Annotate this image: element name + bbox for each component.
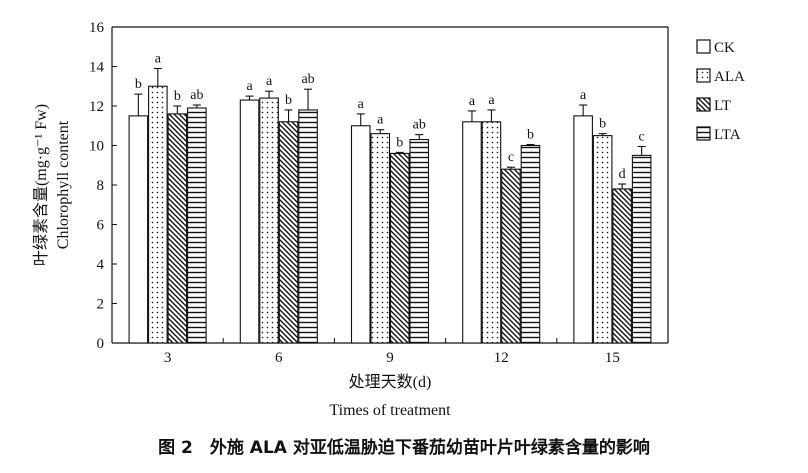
x-tick-label: 15: [605, 350, 620, 366]
y-tick-label: 6: [97, 218, 105, 234]
legend-swatch-lt: [696, 97, 711, 112]
x-tick-label: 3: [164, 350, 172, 366]
y-tick-label: 14: [89, 60, 105, 76]
significance-letter: ab: [190, 88, 203, 103]
bar-lta: [187, 107, 207, 344]
bar-lta: [520, 144, 541, 344]
bar-ala: [481, 121, 502, 344]
y-tick-label: 0: [97, 336, 105, 352]
significance-letter: b: [527, 128, 534, 143]
significance-letter: a: [488, 93, 495, 108]
y-axis-title-en: Chlorophyll content: [55, 120, 72, 249]
x-tick-label: 9: [386, 350, 394, 366]
significance-letter: b: [599, 117, 606, 132]
y-ticks: 0 2 4 6 8 10 12 14 16: [89, 20, 117, 352]
legend-label-lt: LT: [714, 98, 731, 114]
significance-letter: b: [174, 89, 181, 104]
bar-lta: [298, 109, 318, 344]
significance-letter: d: [619, 167, 626, 182]
significance-letter: b: [396, 135, 403, 150]
x-tick-label: 12: [494, 350, 509, 366]
bar-lta: [631, 154, 652, 344]
bar-ala: [259, 97, 279, 344]
bar-ck: [350, 125, 371, 344]
bar-lt: [612, 188, 632, 344]
significance-letter: a: [155, 51, 162, 66]
bar-ck: [128, 115, 149, 344]
significance-letter: a: [580, 88, 587, 103]
bar-ala: [148, 85, 168, 344]
legend-swatch-lta: [696, 126, 711, 141]
y-tick-label: 12: [89, 99, 104, 115]
significance-letter: b: [285, 93, 292, 108]
significance-letter: b: [135, 77, 142, 92]
legend-label-ala: ALA: [714, 69, 745, 85]
bar-lt: [278, 121, 299, 344]
significance-letter: c: [639, 129, 645, 144]
bar-lt: [389, 152, 410, 344]
y-axis-title-cn: 叶绿素含量(mg·g⁻¹ Fw): [32, 104, 50, 266]
significance-letter: a: [377, 113, 384, 128]
legend-label-lta: LTA: [714, 127, 741, 143]
y-tick-label: 2: [97, 297, 105, 313]
bar-lta: [409, 139, 430, 344]
bar-ala: [592, 135, 613, 344]
y-axis-title: 叶绿素含量(mg·g⁻¹ Fw) Chlorophyll content: [32, 104, 72, 266]
bar-ck: [239, 99, 260, 344]
significance-letter: a: [246, 79, 253, 94]
legend-swatch-ck: [696, 39, 711, 54]
significance-letter: a: [469, 94, 476, 109]
y-tick-label: 8: [97, 178, 105, 194]
x-ticks: 3 6 9 12 15: [164, 338, 620, 366]
significance-letter: ab: [413, 118, 426, 133]
y-tick-label: 4: [97, 257, 105, 273]
x-tick-label: 6: [275, 350, 283, 366]
bar-lt: [167, 113, 188, 344]
legend: CK ALA LT LTA: [696, 39, 745, 143]
significance-letter: a: [266, 74, 273, 89]
significance-letter: c: [508, 150, 514, 165]
y-tick-label: 10: [89, 139, 104, 155]
bar-lt: [501, 168, 521, 344]
significance-letter: ab: [301, 72, 314, 87]
x-axis-title-cn: 处理天数(d): [349, 373, 432, 391]
figure-caption: 图 2 外施 ALA 对亚低温胁迫下番茄幼苗叶片叶绿素含量的影响: [158, 437, 650, 458]
bar-ala: [370, 133, 391, 344]
legend-label-ck: CK: [714, 40, 735, 56]
bar-ck: [462, 121, 482, 344]
legend-swatch-ala: [696, 68, 711, 83]
y-tick-label: 16: [89, 20, 105, 36]
significance-letter: a: [358, 97, 365, 112]
x-axis-title-en: Times of treatment: [329, 402, 451, 419]
bar-ck: [573, 115, 593, 344]
